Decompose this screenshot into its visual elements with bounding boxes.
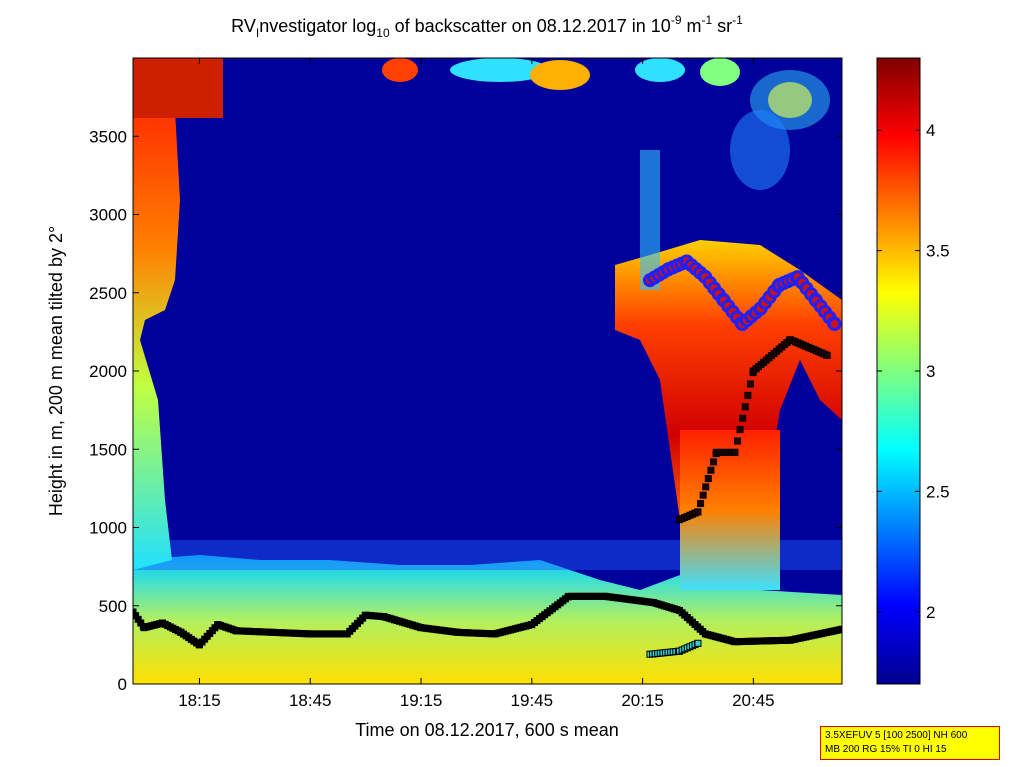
- lower-layer-marker: [694, 639, 702, 647]
- title-part-5: sr: [712, 16, 732, 36]
- info-line-1: 3.5XEFUV 5 [100 2500] NH 600: [825, 730, 968, 741]
- title-part-3: of backscatter on 08.12.2017 in 10: [390, 16, 671, 36]
- y-tick-label: 500: [99, 597, 127, 616]
- colorbar-tick-label: 2.5: [926, 482, 950, 501]
- x-tick-label: 20:15: [621, 691, 664, 710]
- y-tick-label: 2500: [89, 284, 127, 303]
- title-part-1: RV: [231, 16, 256, 36]
- heatmap-upper-patch-8: [730, 110, 790, 190]
- chart-title: RVInvestigator log10 of backscatter on 0…: [231, 13, 743, 40]
- heatmap-upper-patch-7: [635, 58, 685, 82]
- heatmap-precip-cloud: [615, 240, 842, 520]
- heatmap-top-left-cloud: [133, 58, 223, 118]
- elevated-layer-marker: [709, 458, 717, 466]
- elevated-layer-marker: [731, 448, 739, 456]
- info-box: 3.5XEFUV 5 [100 2500] NH 600 MB 200 RG 1…: [820, 726, 1000, 760]
- title-sub-1: I: [256, 26, 259, 40]
- elevated-layer-marker: [704, 475, 712, 483]
- cloud-base-marker: [133, 608, 137, 616]
- colorbar: [877, 58, 920, 684]
- y-axis: 0 500 1000 1500 2000 2500 3000 3500: [89, 127, 842, 694]
- heatmap-left-aerosol-column: [133, 110, 180, 570]
- elevated-layer-marker: [736, 426, 744, 434]
- heatmap-upper-patch-6: [382, 58, 418, 82]
- elevated-layer-marker: [694, 508, 702, 516]
- colorbar-ticks: 2 2.5 3 3.5 4: [877, 121, 950, 622]
- x-tick-label: 18:15: [178, 691, 221, 710]
- y-tick-label: 3500: [89, 127, 127, 146]
- x-tick-label: 19:15: [400, 691, 443, 710]
- marker-layer: [133, 254, 842, 658]
- y-tick-label: 1000: [89, 519, 127, 538]
- heatmap-upper-patch-5: [530, 60, 590, 90]
- y-tick-label: 3000: [89, 206, 127, 225]
- elevated-layer-marker: [707, 466, 715, 474]
- y-tick-label: 2000: [89, 362, 127, 381]
- title-part-4: m: [682, 16, 702, 36]
- x-axis-label: Time on 08.12.2017, 600 s mean: [355, 720, 619, 740]
- heatmap-upper-patch-3: [700, 58, 740, 86]
- elevated-layer-marker: [699, 491, 707, 499]
- heatmap-upper-patch-4: [450, 58, 550, 82]
- elevated-layer-marker: [702, 483, 710, 491]
- colorbar-tick-label: 3.5: [926, 242, 950, 261]
- elevated-layer-marker: [739, 414, 747, 422]
- elevated-layer-marker: [697, 500, 705, 508]
- elevated-layer-marker: [823, 351, 831, 359]
- colorbar-tick-label: 3: [926, 362, 935, 381]
- cloud-base-marker: [838, 625, 842, 633]
- heatmap: [133, 58, 842, 684]
- title-sub-2: 10: [376, 26, 390, 40]
- elevated-layer-marker: [744, 391, 752, 399]
- elevated-layer-marker: [741, 403, 749, 411]
- title-part-2: nvestigator log: [259, 16, 376, 36]
- heatmap-haze-1: [640, 150, 660, 290]
- x-tick-label: 20:45: [732, 691, 775, 710]
- info-line-2: MB 200 RG 15% TI 0 HI 15: [825, 744, 947, 755]
- colorbar-tick-label: 4: [926, 121, 935, 140]
- y-tick-label: 0: [118, 675, 127, 694]
- x-tick-label: 18:45: [289, 691, 332, 710]
- y-tick-label: 1500: [89, 440, 127, 459]
- title-sup-3: -1: [732, 13, 743, 27]
- title-sup-1: -9: [671, 13, 682, 27]
- precip-top-marker: [827, 317, 842, 332]
- colorbar-tick-label: 2: [926, 603, 935, 622]
- y-axis-label: Height in m, 200 m mean tilted by 2°: [46, 226, 66, 516]
- x-tick-label: 19:45: [511, 691, 554, 710]
- elevated-layer-marker: [746, 380, 754, 388]
- title-sup-2: -1: [702, 13, 713, 27]
- x-axis: 18:15 18:45 19:15 19:45 20:15 20:45: [178, 58, 775, 710]
- elevated-layer-marker: [733, 437, 741, 445]
